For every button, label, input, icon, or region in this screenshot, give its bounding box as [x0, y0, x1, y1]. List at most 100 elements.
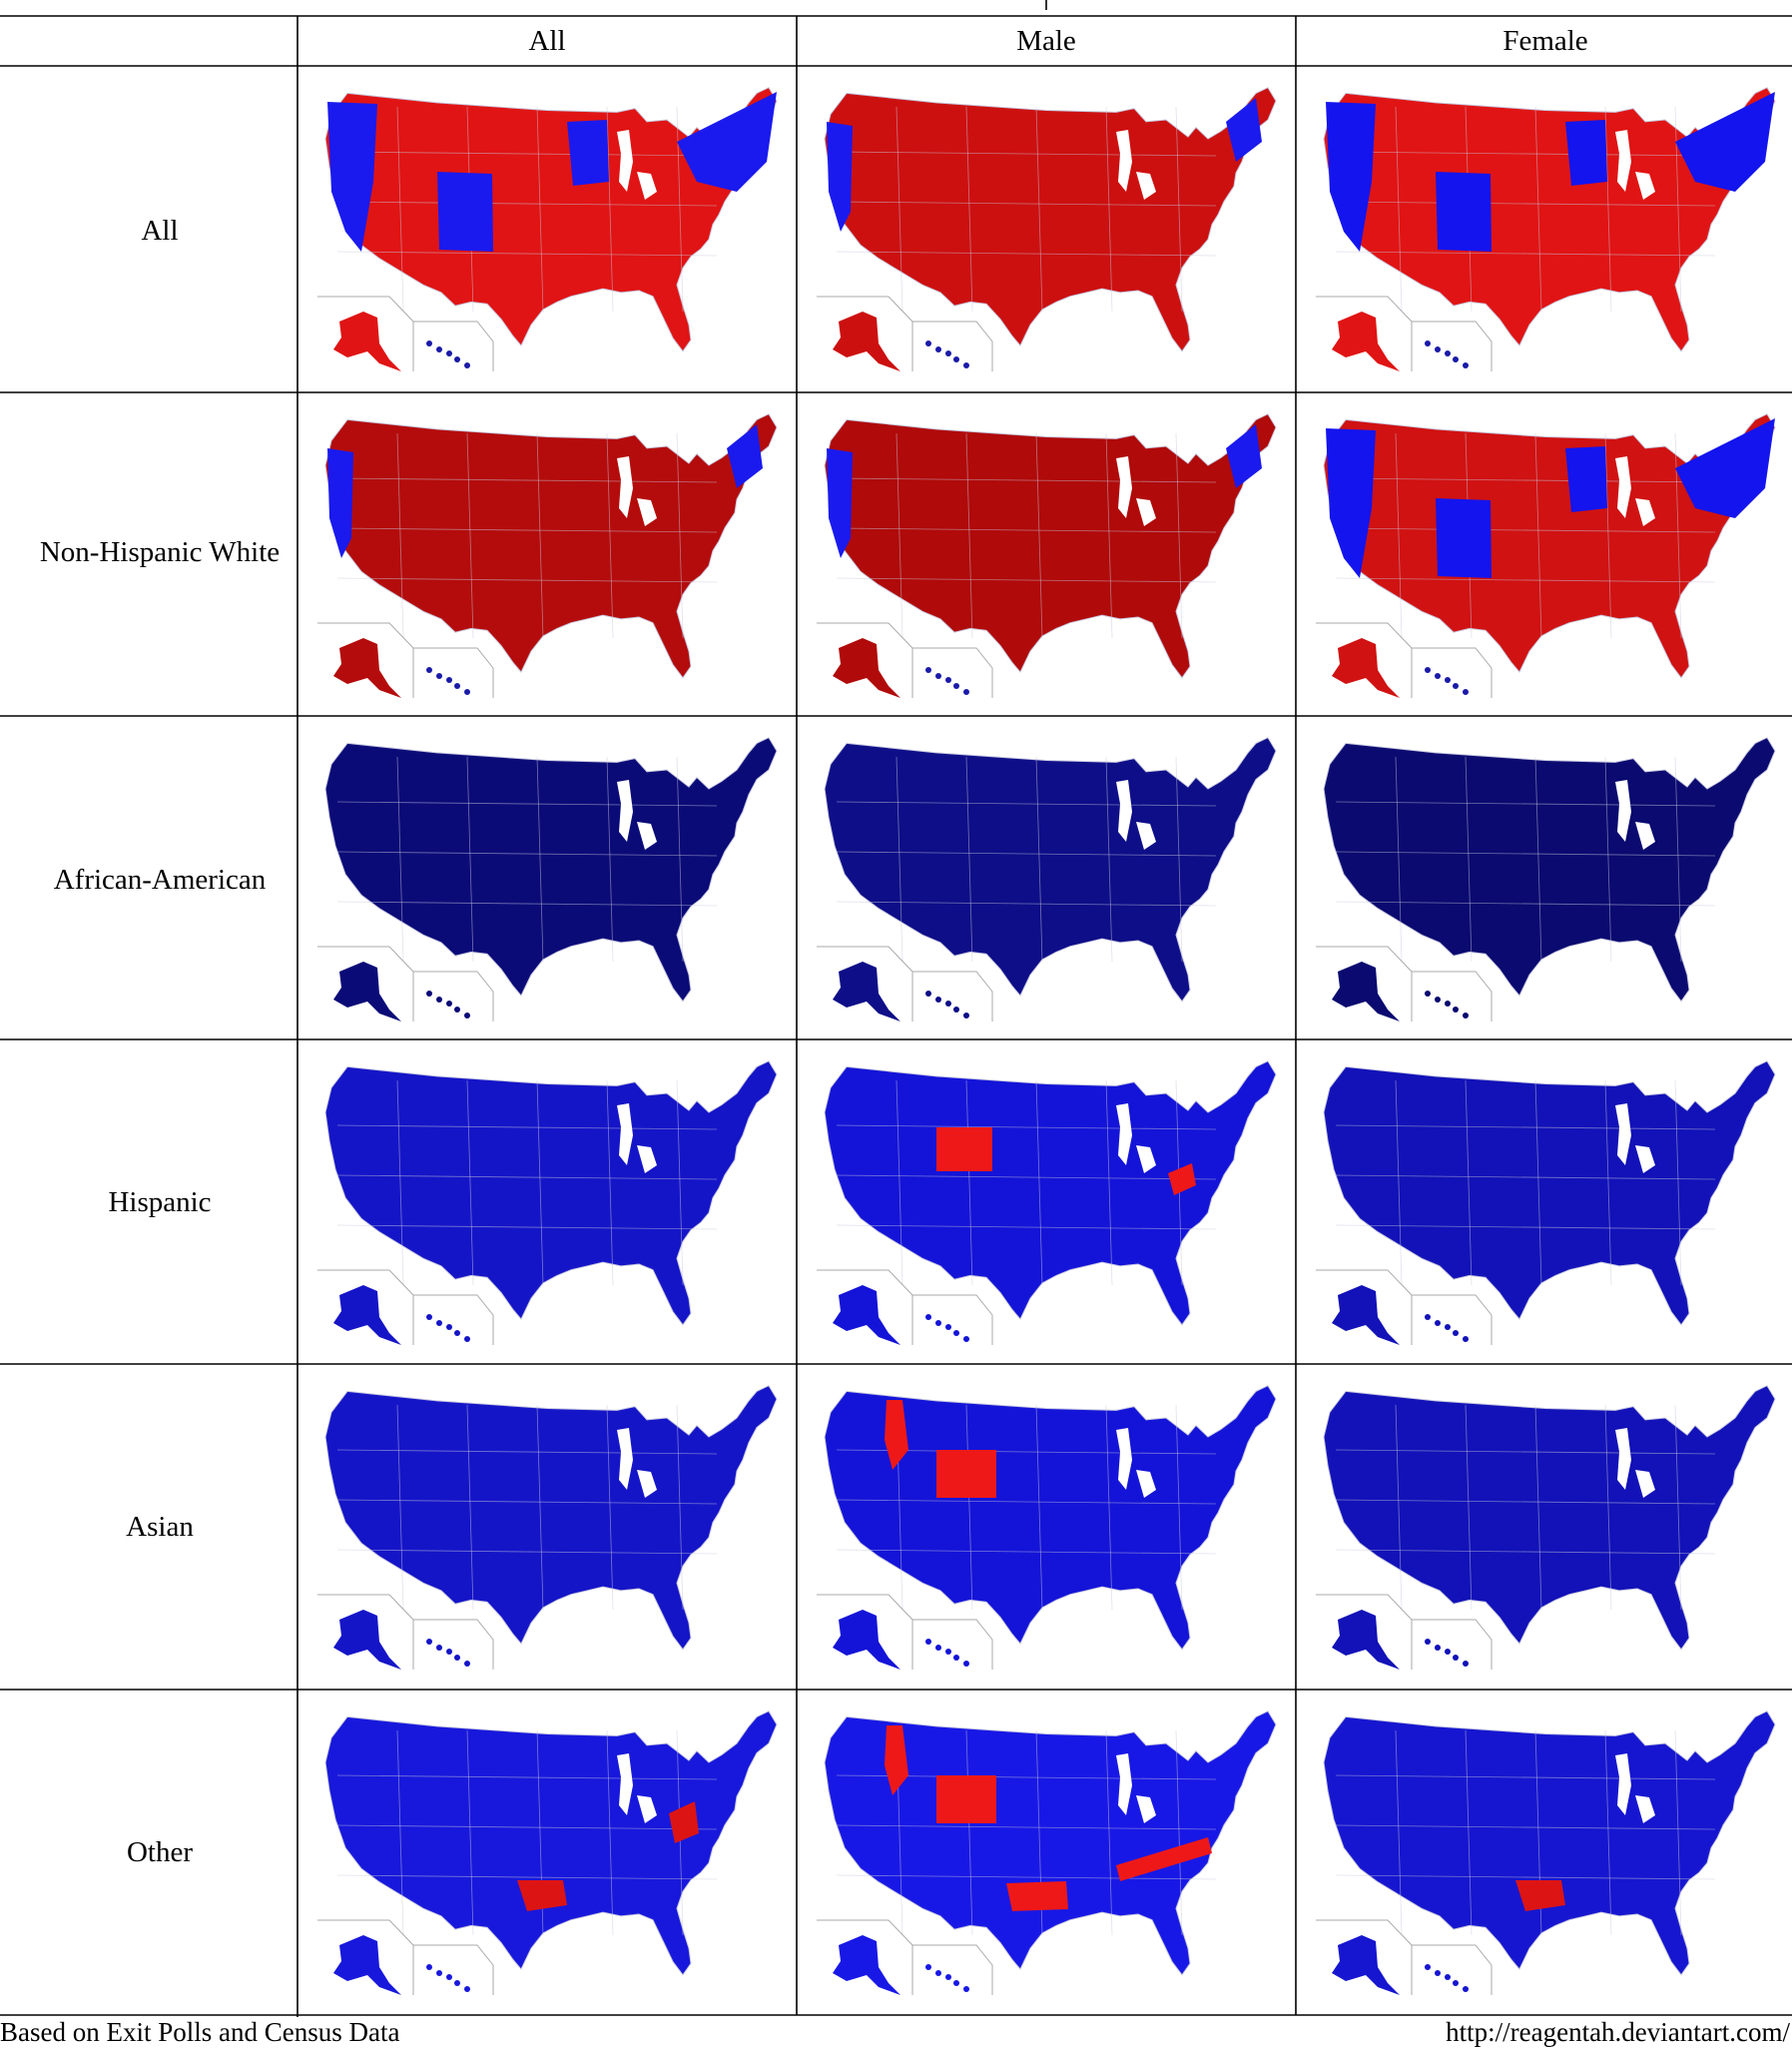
highlighted-states — [885, 1725, 1212, 1911]
inset-frame — [317, 1269, 494, 1345]
great-lakes — [1615, 1103, 1655, 1173]
us-lower48-shape — [824, 413, 1277, 679]
row-label-hispanic: Hispanic — [108, 1186, 211, 1218]
alaska-inset — [333, 1610, 401, 1670]
great-lakes — [1116, 1753, 1156, 1823]
highlighted-states — [517, 1801, 699, 1911]
hawaii-inset — [426, 1314, 470, 1342]
hawaii-inset — [426, 991, 470, 1019]
great-lakes — [1116, 456, 1156, 526]
inset-frame — [817, 1594, 993, 1670]
hawaii-inset — [925, 1964, 969, 1992]
great-lakes — [1116, 1428, 1156, 1498]
inset-frame — [1316, 622, 1493, 698]
alaska-inset — [333, 1935, 401, 1995]
us-lower48-shape — [824, 737, 1277, 1003]
great-lakes — [1615, 1428, 1655, 1498]
source-note: Based on Exit Polls and Census Data — [0, 2017, 400, 2047]
alaska-inset — [1332, 312, 1400, 371]
inset-frame — [1316, 1919, 1493, 1995]
hawaii-inset — [1425, 1964, 1469, 1992]
us-lower48-shape — [1323, 1710, 1776, 1976]
hawaii-inset — [1425, 341, 1469, 368]
state-borders — [836, 106, 1217, 313]
hawaii-inset — [925, 991, 969, 1019]
hawaii-inset — [925, 667, 969, 695]
great-lakes — [1615, 130, 1655, 200]
inset-frame — [317, 622, 494, 698]
hawaii-inset — [1425, 1639, 1469, 1667]
alaska-inset — [833, 1610, 900, 1670]
inset-frame — [317, 946, 494, 1022]
state-borders — [336, 1404, 718, 1611]
us-lower48-shape — [1323, 1060, 1776, 1326]
hawaii-inset — [1425, 667, 1469, 695]
column-header-male: Male — [1016, 25, 1076, 57]
alaska-inset — [1332, 1285, 1400, 1345]
state-borders — [336, 1079, 718, 1286]
inset-frame — [1316, 1269, 1493, 1345]
inset-frame — [317, 1919, 494, 1995]
map-nhw-male — [817, 413, 1277, 698]
inset-frame — [817, 1269, 993, 1345]
highlighted-states — [827, 98, 1262, 232]
map-oth-female — [1316, 1710, 1776, 1995]
alaska-inset — [833, 1935, 900, 1995]
column-header-female: Female — [1502, 25, 1587, 57]
us-lower48-shape — [324, 1385, 778, 1651]
alaska-inset — [1332, 1935, 1400, 1995]
inset-frame — [817, 622, 993, 698]
hawaii-inset — [1425, 1314, 1469, 1342]
inset-frame — [317, 1594, 494, 1670]
inset-frame — [1316, 296, 1493, 371]
hawaii-inset — [426, 667, 470, 695]
great-lakes — [1116, 130, 1156, 200]
great-lakes — [617, 1753, 657, 1823]
row-label-african-american: African-American — [54, 864, 267, 896]
map-oth-male — [817, 1710, 1277, 1995]
great-lakes — [617, 1428, 657, 1498]
state-borders — [1335, 1079, 1716, 1286]
map-aa-all — [317, 737, 778, 1022]
map-as-all — [317, 1385, 778, 1670]
great-lakes — [617, 130, 657, 200]
credit-url: http://reagentah.deviantart.com/ — [1446, 2017, 1790, 2047]
highlighted-states — [1326, 418, 1775, 578]
great-lakes — [1615, 1753, 1655, 1823]
hawaii-inset — [426, 341, 470, 368]
us-lower48-shape — [1323, 737, 1776, 1003]
map-aa-female — [1316, 737, 1776, 1022]
us-lower48-shape — [324, 413, 778, 679]
highlighted-states — [1326, 92, 1775, 252]
us-lower48-shape — [824, 1060, 1277, 1326]
hawaii-inset — [426, 1639, 470, 1667]
us-lower48-shape — [324, 1060, 778, 1326]
state-borders — [1335, 1404, 1716, 1611]
us-lower48-shape — [824, 87, 1277, 352]
hawaii-inset — [925, 1639, 969, 1667]
row-label-all: All — [141, 215, 178, 247]
map-his-male — [817, 1060, 1277, 1345]
hawaii-inset — [426, 1964, 470, 1992]
inset-frame — [1316, 946, 1493, 1022]
us-lower48-shape — [324, 1710, 778, 1976]
map-all-female — [1316, 87, 1776, 371]
maps-layer — [317, 87, 1776, 1995]
alaska-inset — [1332, 638, 1400, 698]
row-label-non-hispanic-white: Non-Hispanic White — [40, 536, 280, 568]
great-lakes — [1615, 456, 1655, 526]
map-nhw-all — [317, 413, 778, 698]
alaska-inset — [833, 312, 900, 371]
state-borders — [1335, 756, 1716, 963]
highlighted-states — [936, 1127, 1196, 1195]
great-lakes — [617, 1103, 657, 1173]
alaska-inset — [833, 962, 900, 1022]
great-lakes — [1116, 780, 1156, 850]
hawaii-inset — [925, 1314, 969, 1342]
state-borders — [1335, 106, 1716, 313]
hawaii-inset — [925, 341, 969, 368]
great-lakes — [617, 780, 657, 850]
row-label-other: Other — [127, 1836, 193, 1868]
